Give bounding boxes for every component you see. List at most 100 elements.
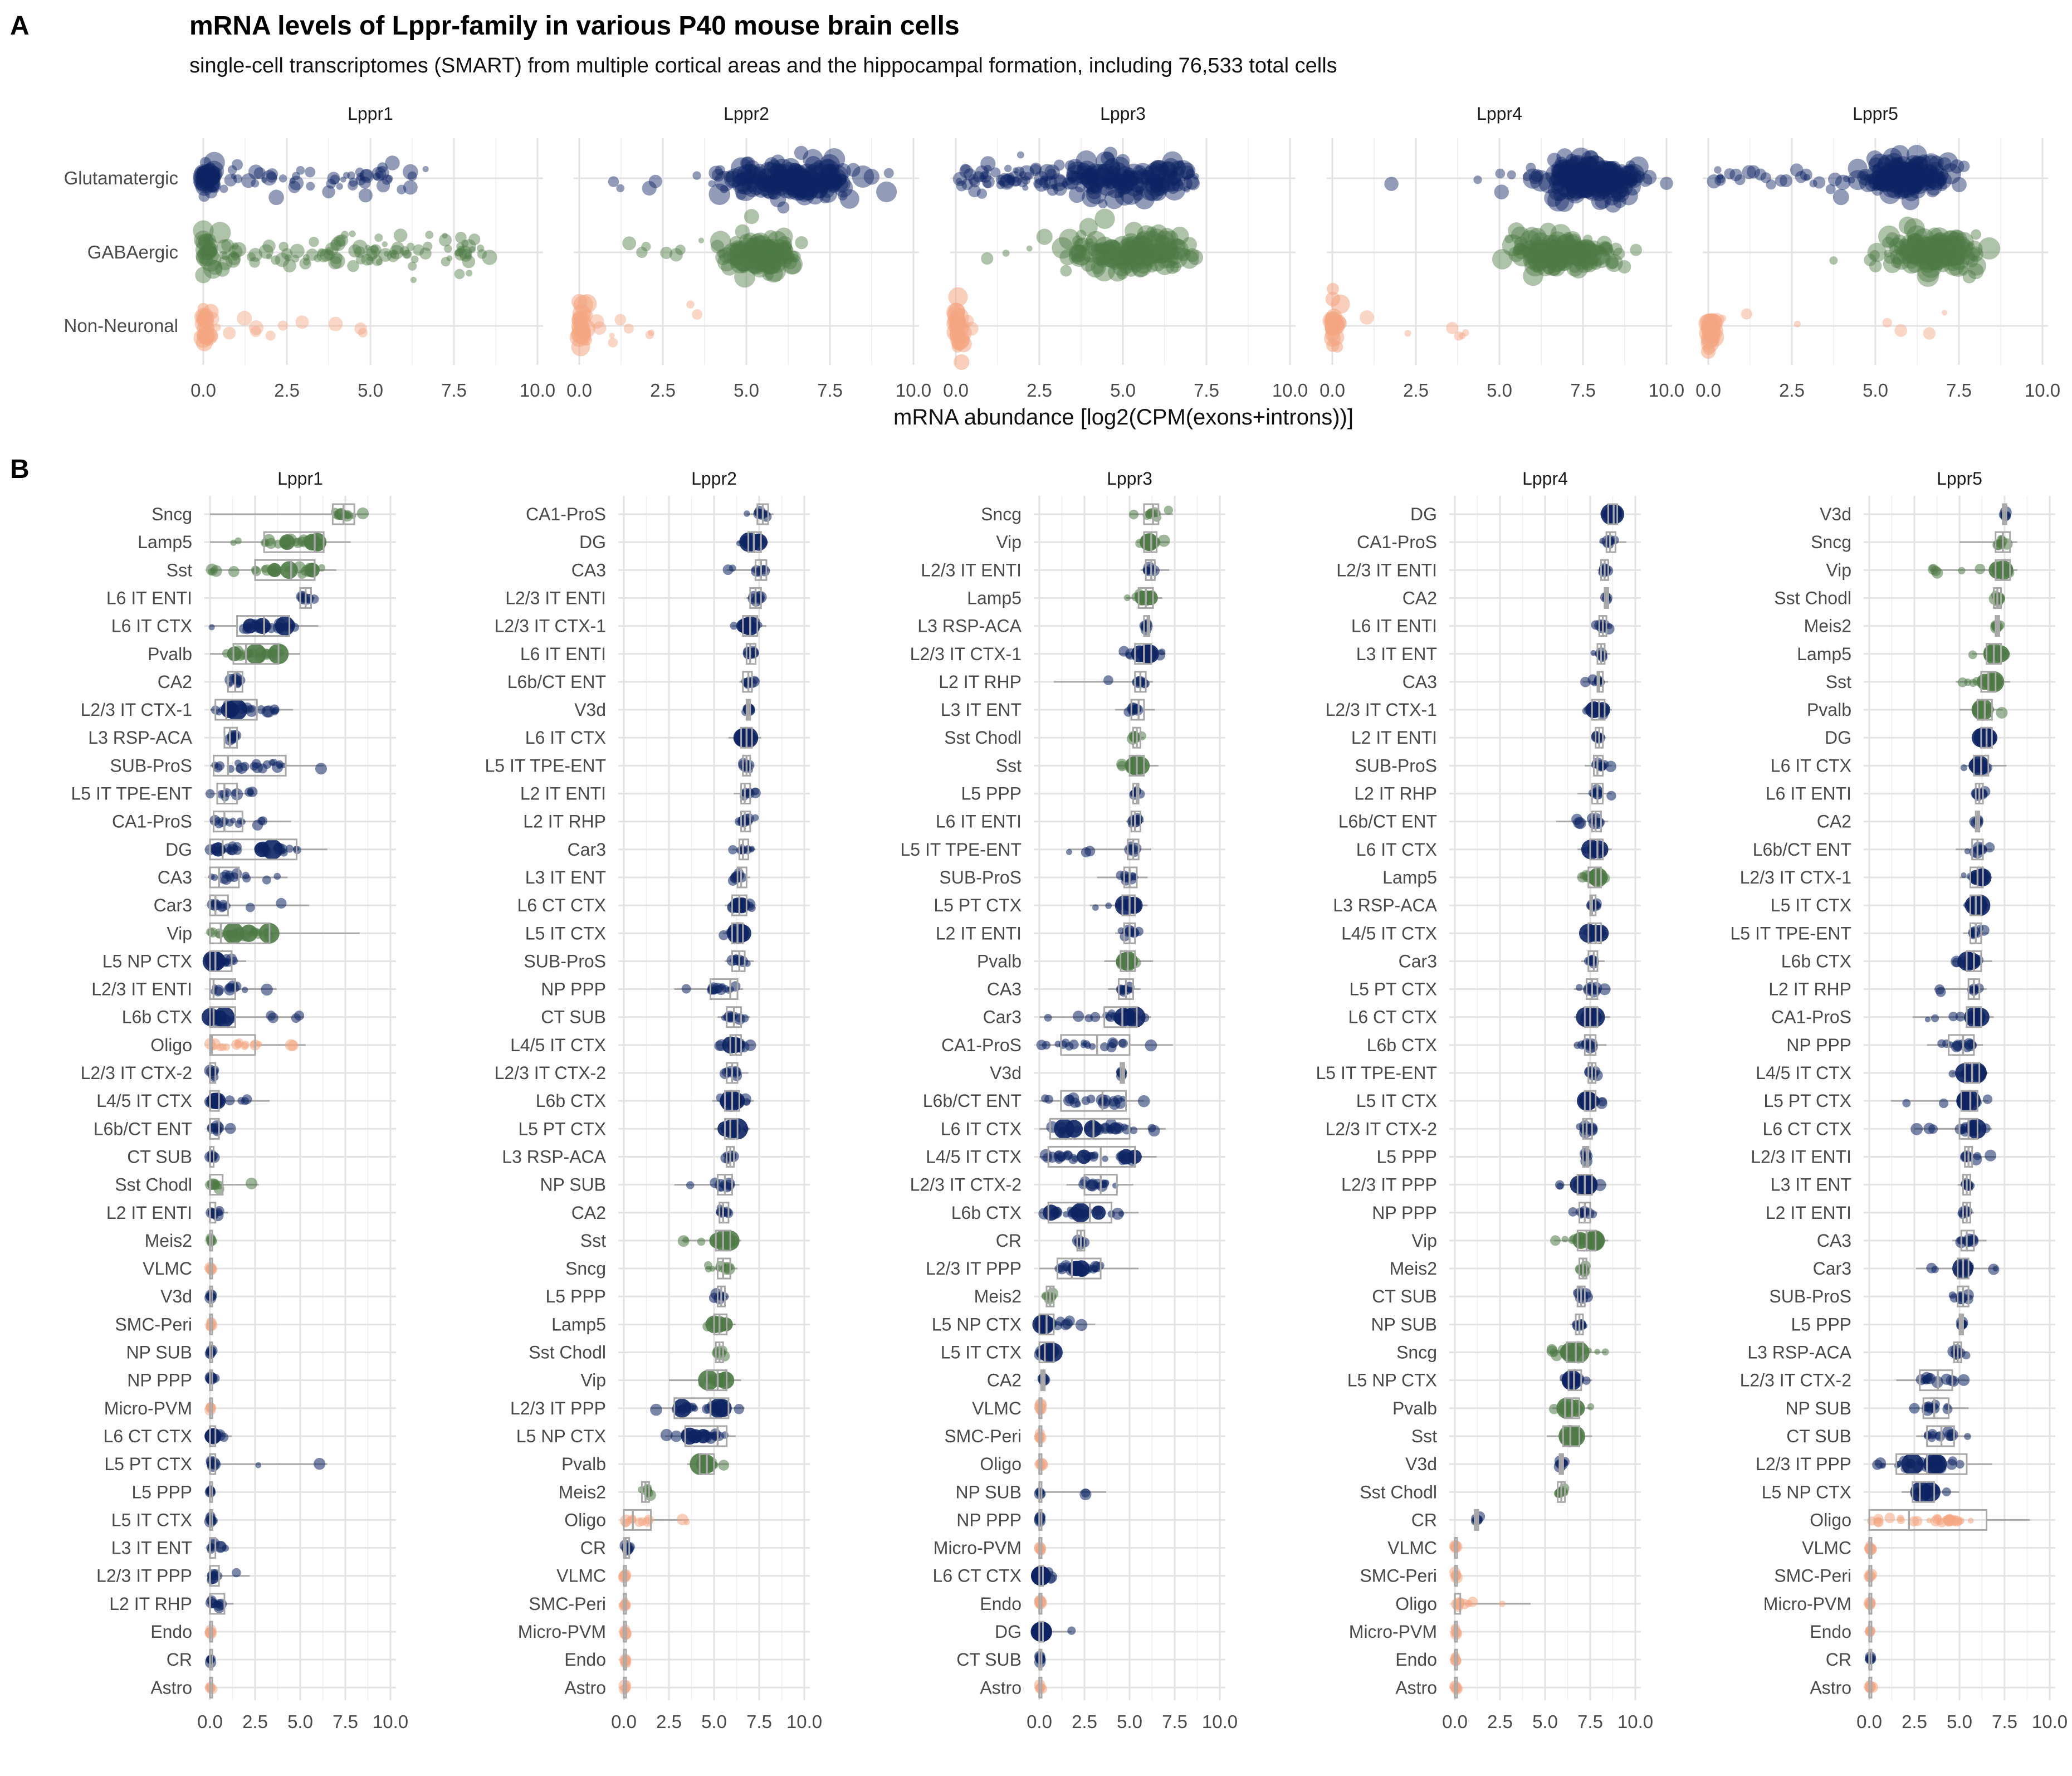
data-point xyxy=(355,175,366,186)
data-point xyxy=(314,254,322,262)
data-point xyxy=(276,897,287,909)
panel-b-facet-label: Lppr4 xyxy=(1522,469,1568,489)
data-point xyxy=(1813,176,1826,189)
data-point xyxy=(343,172,350,179)
data-point xyxy=(814,180,827,193)
cell-type-label: L5 PT CTX xyxy=(104,1454,192,1474)
data-point xyxy=(692,171,701,180)
data-point xyxy=(1605,253,1623,272)
panel-b-row: L5 PT CTX xyxy=(104,1453,396,1475)
data-point xyxy=(376,179,390,193)
data-point xyxy=(249,257,260,268)
data-point xyxy=(245,787,254,797)
data-point xyxy=(739,243,759,264)
cell-type-label: L5 PPP xyxy=(545,1286,606,1306)
data-point xyxy=(1584,1007,1605,1028)
data-point xyxy=(241,987,248,993)
data-point xyxy=(389,245,404,260)
data-point xyxy=(354,322,367,335)
data-point xyxy=(224,173,237,187)
data-point xyxy=(759,242,780,263)
data-point xyxy=(1893,240,1909,255)
data-point xyxy=(730,241,752,262)
data-point xyxy=(708,180,716,188)
data-point xyxy=(459,248,472,262)
data-point xyxy=(768,186,781,200)
x-tick-label: 5.0 xyxy=(1863,380,1888,401)
data-point xyxy=(783,244,794,255)
data-point xyxy=(806,187,824,205)
panel-b-row: Oligo xyxy=(980,1453,1225,1475)
panel-b-row: L2 IT ENTI xyxy=(1351,726,1641,749)
data-point xyxy=(1595,702,1611,718)
data-point xyxy=(789,168,806,185)
data-point xyxy=(275,252,290,267)
data-point xyxy=(1526,163,1536,173)
cell-type-label: L4/5 IT CTX xyxy=(96,1091,192,1111)
panel-b-row: L4/5 IT CTX xyxy=(96,1090,396,1112)
data-point xyxy=(780,158,801,178)
data-point xyxy=(782,172,793,182)
data-point xyxy=(753,182,769,198)
x-tick-label: 10.0 xyxy=(896,380,931,401)
data-point xyxy=(795,183,814,202)
cell-type-label: L2/3 IT ENTI xyxy=(505,588,606,608)
data-point xyxy=(1077,1149,1091,1164)
data-point xyxy=(641,242,651,252)
data-point xyxy=(785,168,799,182)
data-point xyxy=(744,510,750,517)
data-point xyxy=(765,252,786,274)
data-point xyxy=(334,508,347,520)
data-point xyxy=(1544,189,1562,207)
cell-type-label: VLMC xyxy=(972,1398,1022,1418)
panel-b-row: L3 IT ENT xyxy=(525,866,810,889)
cell-type-label: CR xyxy=(167,1650,192,1670)
data-point xyxy=(1951,257,1957,263)
panel-b-row: Lamp5 xyxy=(138,531,396,553)
data-point xyxy=(226,818,234,827)
x-tick-label: 5.0 xyxy=(1532,1711,1558,1732)
data-point xyxy=(1576,984,1583,992)
panel-a-category-label: Non-Neuronal xyxy=(64,315,178,336)
cell-type-label: SMC-Peri xyxy=(529,1594,606,1614)
data-point xyxy=(791,168,811,187)
cell-type-label: L5 NP CTX xyxy=(102,951,192,971)
cell-type-label: NP PPP xyxy=(127,1370,192,1390)
cell-type-label: L5 NP CTX xyxy=(932,1314,1022,1334)
data-point xyxy=(729,242,750,262)
data-point xyxy=(1164,505,1173,515)
panel-b-row: L2 IT RHP xyxy=(939,671,1225,693)
panel-b-row: Car3 xyxy=(1399,950,1641,972)
cell-type-label: CA2 xyxy=(158,672,192,692)
cell-type-label: Endo xyxy=(980,1594,1022,1614)
data-point xyxy=(198,233,214,249)
cell-type-label: L3 RSP-ACA xyxy=(88,728,192,748)
cell-type-label: NP PPP xyxy=(956,1510,1022,1530)
panel-a-facet-lppr5: Lppr5 0.0 2.5 5.0 7.5 10.0 xyxy=(1695,104,2060,401)
data-point xyxy=(199,314,214,329)
cell-type-label: Lamp5 xyxy=(551,1314,606,1334)
data-point xyxy=(785,179,804,198)
data-point xyxy=(230,250,237,258)
data-point xyxy=(439,233,452,247)
data-point xyxy=(1550,170,1566,186)
data-point xyxy=(1962,253,1968,260)
cell-type-label: L4/5 IT CTX xyxy=(510,1035,606,1055)
data-point xyxy=(245,643,266,665)
data-point xyxy=(225,699,247,721)
panel-b-row: Vip xyxy=(996,531,1225,553)
data-point xyxy=(822,177,834,189)
x-tick-label: 7.5 xyxy=(441,380,467,401)
panel-b-row: Pvalb xyxy=(561,1453,810,1476)
data-point xyxy=(340,231,349,239)
data-point xyxy=(852,165,874,188)
panel-b-row: L6 IT ENTI xyxy=(106,587,396,609)
data-point xyxy=(1901,192,1920,211)
data-point xyxy=(758,252,778,271)
data-point xyxy=(769,175,783,189)
data-point xyxy=(199,157,211,168)
data-point xyxy=(1035,1544,1046,1555)
data-point xyxy=(372,167,387,182)
x-tick-label: 7.5 xyxy=(1162,1711,1188,1732)
data-point xyxy=(1876,174,1892,191)
